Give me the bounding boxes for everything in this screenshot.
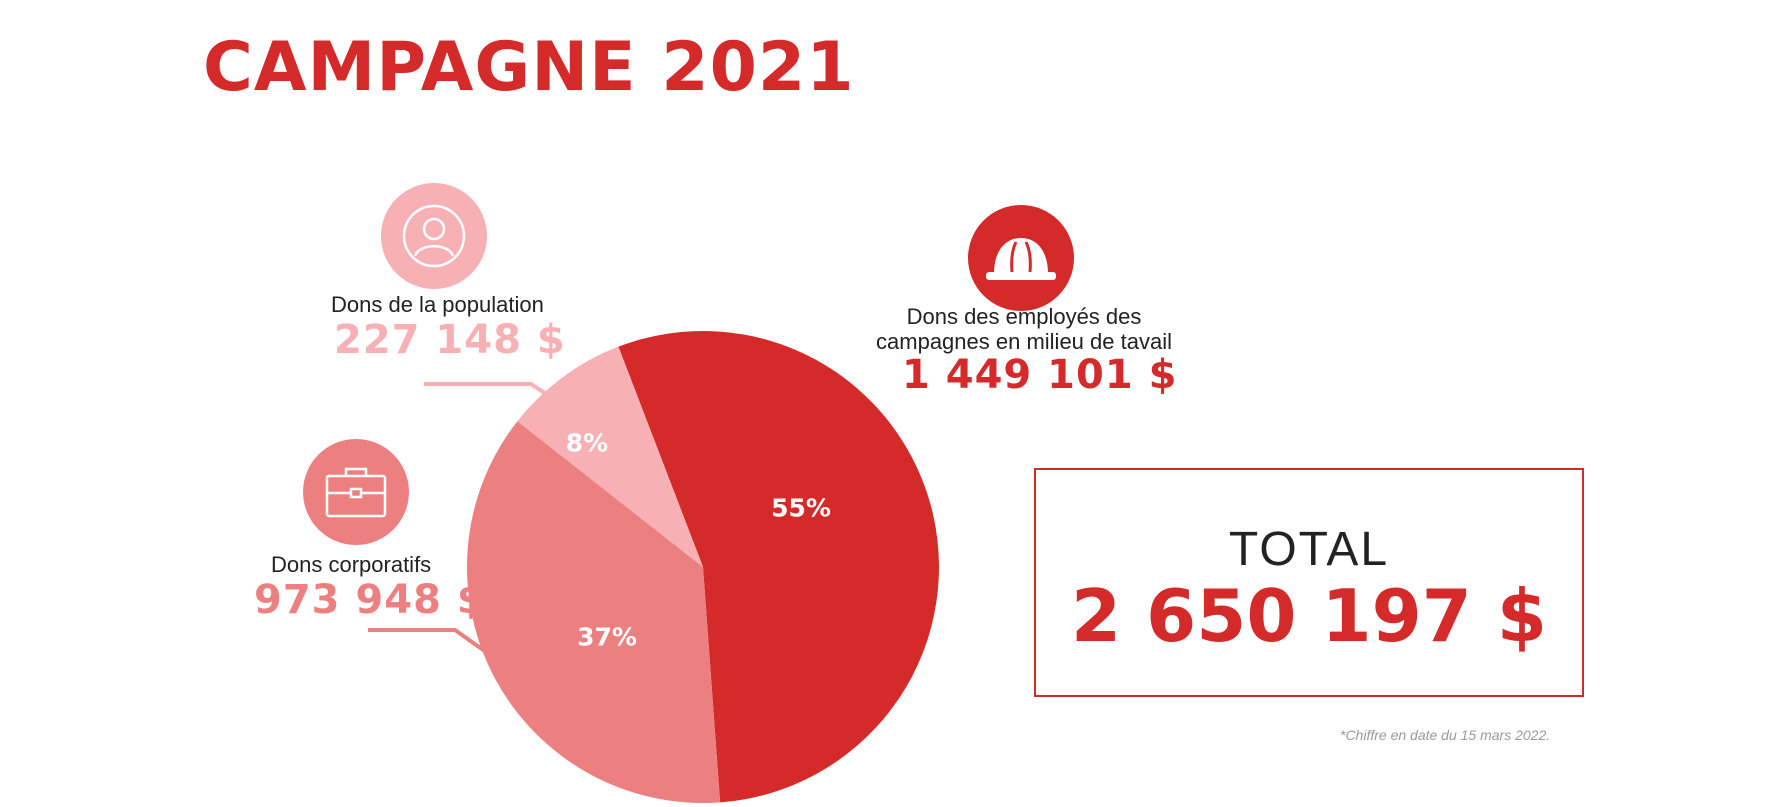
population-amount: 227 148 $ <box>334 317 566 363</box>
employes-amount: 1 449 101 $ <box>902 352 1178 398</box>
employes-label-line-1: Dons des employés des <box>906 304 1142 329</box>
total-value: 2 650 197 $ <box>1071 574 1547 658</box>
leader-line-population <box>424 382 554 400</box>
hard-hat-icon <box>986 238 1056 280</box>
leader-line-corporatifs <box>368 628 488 654</box>
employes-label-line-2: campagnes en milieu de tavail <box>876 329 1172 354</box>
employes-label: Dons des employés des campagnes en milie… <box>866 304 1182 354</box>
percent-label-population: 8% <box>565 428 609 458</box>
pie-slice-population <box>517 346 703 567</box>
population-label: Dons de la population <box>331 292 544 317</box>
percent-label-corporatifs: 37% <box>577 622 637 652</box>
briefcase-icon <box>325 467 387 518</box>
pie-slice-corporatifs <box>466 421 721 804</box>
page-title: CAMPAGNE 2021 <box>203 28 855 107</box>
corporatifs-icon-badge <box>303 439 409 545</box>
employes-icon-badge <box>968 205 1074 311</box>
corporatifs-label: Dons corporatifs <box>271 552 432 577</box>
total-box: TOTAL 2 650 197 $ <box>1034 468 1584 697</box>
percent-label-employes: 55% <box>771 493 831 523</box>
pie-slice-employes <box>618 331 939 803</box>
corporatifs-amount: 973 948 $ <box>254 577 486 623</box>
leader-line-employes <box>773 418 885 427</box>
population-icon-badge <box>381 183 487 289</box>
user-icon <box>402 204 466 268</box>
pie-slices <box>466 331 939 804</box>
total-label: TOTAL <box>1228 523 1390 576</box>
footnote: *Chiffre en date du 15 mars 2022. <box>1340 727 1551 743</box>
